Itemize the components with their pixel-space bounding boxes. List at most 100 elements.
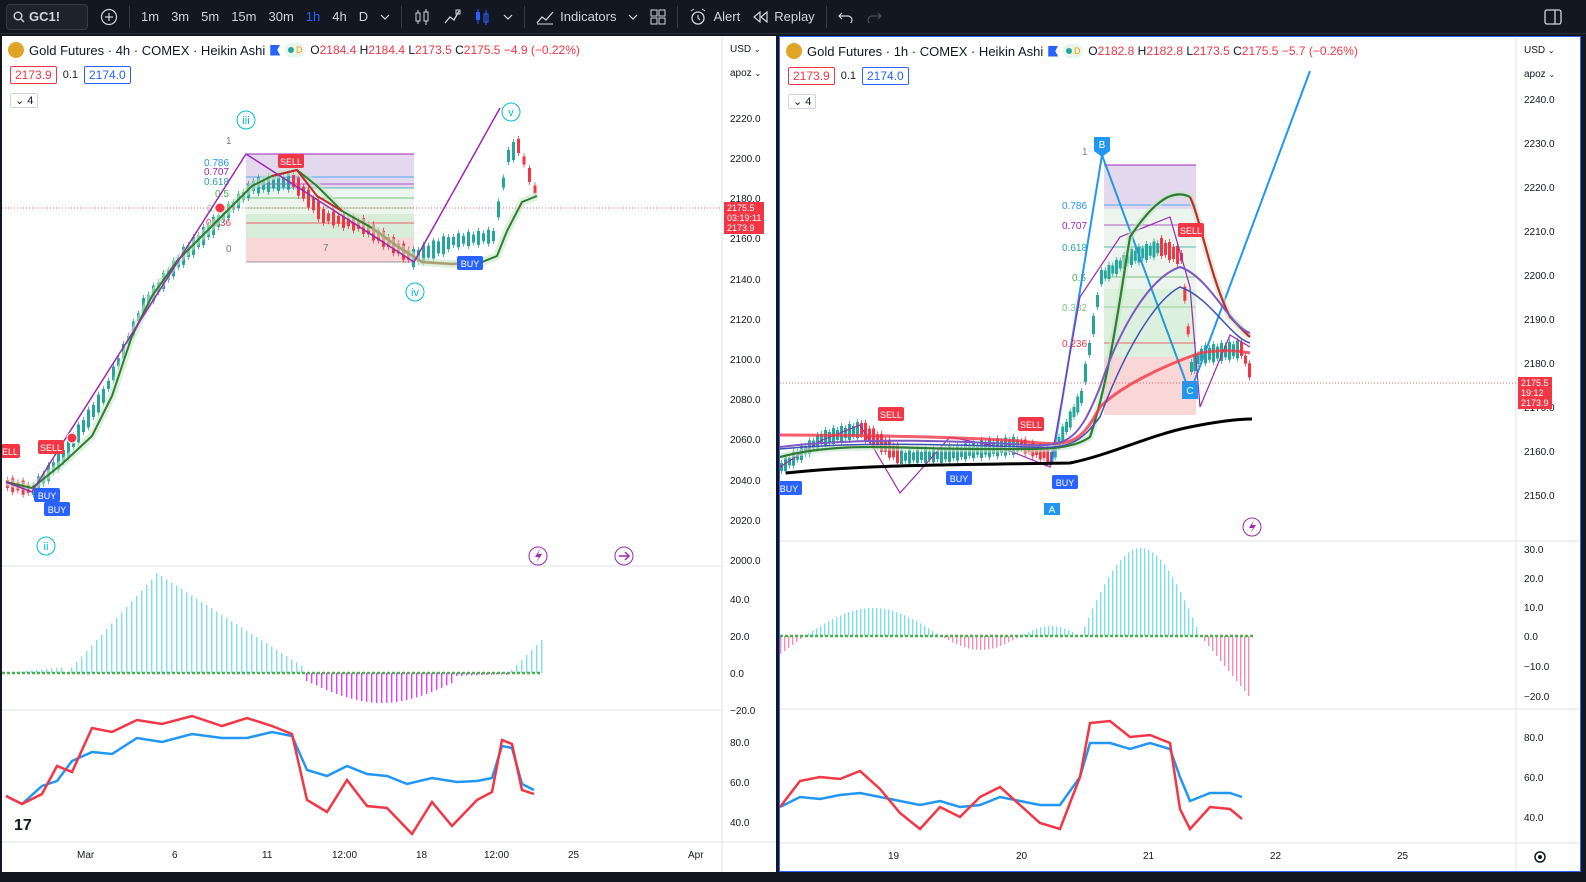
- settings-gear-icon[interactable]: [1534, 851, 1546, 863]
- chart-title[interactable]: Gold Futures · 1h · COMEX · Heikin Ashi: [807, 43, 1044, 59]
- macd-bar: [896, 612, 898, 636]
- macd-bar: [256, 637, 258, 673]
- time-axis[interactable]: 19 20 21 22 25: [888, 851, 1409, 862]
- chart-legend[interactable]: Gold Futures · 4h · COMEX · Heikin Ashi …: [8, 42, 580, 58]
- rsi-axis[interactable]: 80.0 60.0 40.0: [1524, 733, 1544, 824]
- pattern-point-a[interactable]: A: [1044, 503, 1060, 516]
- wave-label-iii[interactable]: iii: [236, 110, 256, 130]
- interval-dropdown[interactable]: [374, 4, 396, 30]
- interval-3m[interactable]: 3m: [171, 9, 190, 24]
- sell-signal[interactable]: SELL: [1018, 417, 1044, 431]
- pattern-point-b[interactable]: B: [1094, 137, 1110, 157]
- macd-bar: [246, 630, 248, 673]
- interval-4h[interactable]: 4h: [332, 9, 347, 24]
- interval-1m[interactable]: 1m: [141, 9, 160, 24]
- rsi-axis[interactable]: 80.0 60.0 40.0: [730, 738, 750, 829]
- chart-type-dropdown[interactable]: [497, 4, 519, 30]
- chevron-down-icon: [380, 14, 390, 20]
- buy-signal[interactable]: BUY: [946, 471, 972, 485]
- add-symbol-button[interactable]: [94, 4, 124, 30]
- wave-label-iv[interactable]: iv: [405, 282, 425, 302]
- buy-signal[interactable]: BUY: [44, 502, 70, 516]
- undo-button[interactable]: [832, 4, 860, 30]
- sell-signal[interactable]: SELL: [2, 444, 20, 458]
- time-axis[interactable]: Mar 6 11 12:00 18 12:00 25 Apr: [77, 850, 704, 861]
- svg-text:SELL: SELL: [40, 443, 62, 453]
- indicators-collapse-button[interactable]: ⌄ 4: [10, 93, 39, 108]
- candle-body: [517, 139, 520, 153]
- sell-signal[interactable]: SELL: [278, 154, 304, 168]
- flag-icon[interactable]: [1048, 45, 1059, 57]
- pattern-point-c[interactable]: C: [1182, 381, 1198, 399]
- candle-body: [297, 177, 300, 196]
- left-chart-panel[interactable]: 0.786 0.707 0.618 0.5 0.382 0.236 0 1 ii…: [2, 36, 776, 872]
- flag-icon[interactable]: [270, 44, 281, 56]
- fib-retracement[interactable]: 0.786 0.707 0.618 0.5 0.382 0.236 1: [1062, 147, 1196, 415]
- svg-text:20.0: 20.0: [1524, 574, 1544, 585]
- heikin-ashi-button[interactable]: [467, 4, 497, 30]
- sell-signal[interactable]: SELL: [1178, 223, 1204, 237]
- sell-price-button[interactable]: 2173.9: [10, 66, 57, 84]
- candle-body: [292, 175, 295, 187]
- market-status-badge[interactable]: D: [1063, 44, 1084, 58]
- alert-button[interactable]: Alert: [683, 4, 746, 30]
- lightning-event-icon[interactable]: [528, 546, 548, 566]
- left-chart-canvas[interactable]: 0.786 0.707 0.618 0.5 0.382 0.236 0 1 ii…: [2, 36, 776, 872]
- candle-body: [1186, 326, 1190, 335]
- price-axis[interactable]: 2220.0 2200.0 2180.0 2160.0 2140.0 2120.…: [730, 114, 761, 567]
- buy-price-button[interactable]: 2174.0: [84, 66, 131, 84]
- fib-retracement[interactable]: 0.786 0.707 0.618 0.5 0.382 0.236 0 1: [204, 136, 414, 263]
- buy-signal[interactable]: BUY: [780, 481, 802, 495]
- macd-axis[interactable]: 40.0 20.0 0.0 −20.0: [730, 595, 756, 717]
- buy-signal[interactable]: BUY: [34, 488, 60, 502]
- macd-axis[interactable]: 30.0 20.0 10.0 0.0 −10.0 −20.0: [1524, 545, 1550, 703]
- chart-legend[interactable]: Gold Futures · 1h · COMEX · Heikin Ashi …: [786, 43, 1358, 59]
- scale-mode-selector[interactable]: apoz ⌄: [1524, 69, 1556, 80]
- buy-signal[interactable]: BUY: [1052, 475, 1078, 489]
- bid-ask[interactable]: 2173.9 0.1 2174.0: [10, 66, 131, 84]
- scale-mode-selector[interactable]: apoz ⌄: [730, 68, 762, 79]
- candle-body: [117, 358, 120, 367]
- macd-bar: [1024, 633, 1026, 636]
- wave-label-v[interactable]: v: [501, 102, 521, 122]
- fullscreen-button[interactable]: [1538, 4, 1568, 30]
- buy-price-button[interactable]: 2174.0: [862, 67, 909, 85]
- right-chart-panel[interactable]: 0.786 0.707 0.618 0.5 0.382 0.236 1 B A …: [779, 36, 1581, 872]
- sell-signal[interactable]: SELL: [38, 440, 64, 454]
- indicators-collapse-button[interactable]: ⌄ 4: [788, 94, 817, 109]
- redo-button[interactable]: [860, 4, 888, 30]
- sell-signal[interactable]: SELL: [878, 407, 904, 421]
- currency-selector[interactable]: USD ⌄: [730, 44, 761, 55]
- macd-bar: [51, 668, 53, 673]
- interval-15m[interactable]: 15m: [231, 9, 257, 24]
- lightning-event-icon[interactable]: [1242, 517, 1262, 537]
- interval-1h[interactable]: 1h: [305, 9, 321, 24]
- elliott-wave-line[interactable]: [5, 107, 501, 493]
- sell-price-button[interactable]: 2173.9: [788, 67, 835, 85]
- interval-5m[interactable]: 5m: [201, 9, 220, 24]
- macd-bar: [531, 650, 533, 673]
- symbol-search[interactable]: GC1!: [6, 3, 88, 30]
- interval-d[interactable]: D: [358, 9, 369, 24]
- price-axis[interactable]: 2240.0 2230.0 2220.0 2210.0 2200.0 2190.…: [1524, 95, 1555, 502]
- macd-bar: [456, 673, 458, 676]
- chart-title[interactable]: Gold Futures · 4h · COMEX · Heikin Ashi: [29, 42, 266, 58]
- arrow-event-icon[interactable]: [614, 546, 634, 566]
- replay-button[interactable]: Replay: [746, 4, 820, 30]
- candle-body: [1183, 286, 1187, 301]
- right-chart-canvas[interactable]: 0.786 0.707 0.618 0.5 0.382 0.236 1 B A …: [780, 37, 1580, 871]
- candle-body: [342, 214, 345, 228]
- fib-label: 0.236: [1062, 339, 1087, 350]
- currency-selector[interactable]: USD ⌄: [1524, 45, 1555, 56]
- bid-ask[interactable]: 2173.9 0.1 2174.0: [788, 67, 909, 85]
- candle-body: [1107, 265, 1111, 279]
- market-status-badge[interactable]: D: [285, 43, 306, 57]
- indicators-button[interactable]: Indicators: [530, 4, 622, 30]
- buy-signal[interactable]: BUY: [457, 256, 483, 270]
- compare-button[interactable]: [437, 4, 467, 30]
- wave-label-ii[interactable]: ii: [36, 536, 56, 556]
- chart-type-button[interactable]: [407, 4, 437, 30]
- indicators-dropdown[interactable]: [622, 4, 644, 30]
- layouts-button[interactable]: [644, 4, 672, 30]
- interval-30m[interactable]: 30m: [268, 9, 294, 24]
